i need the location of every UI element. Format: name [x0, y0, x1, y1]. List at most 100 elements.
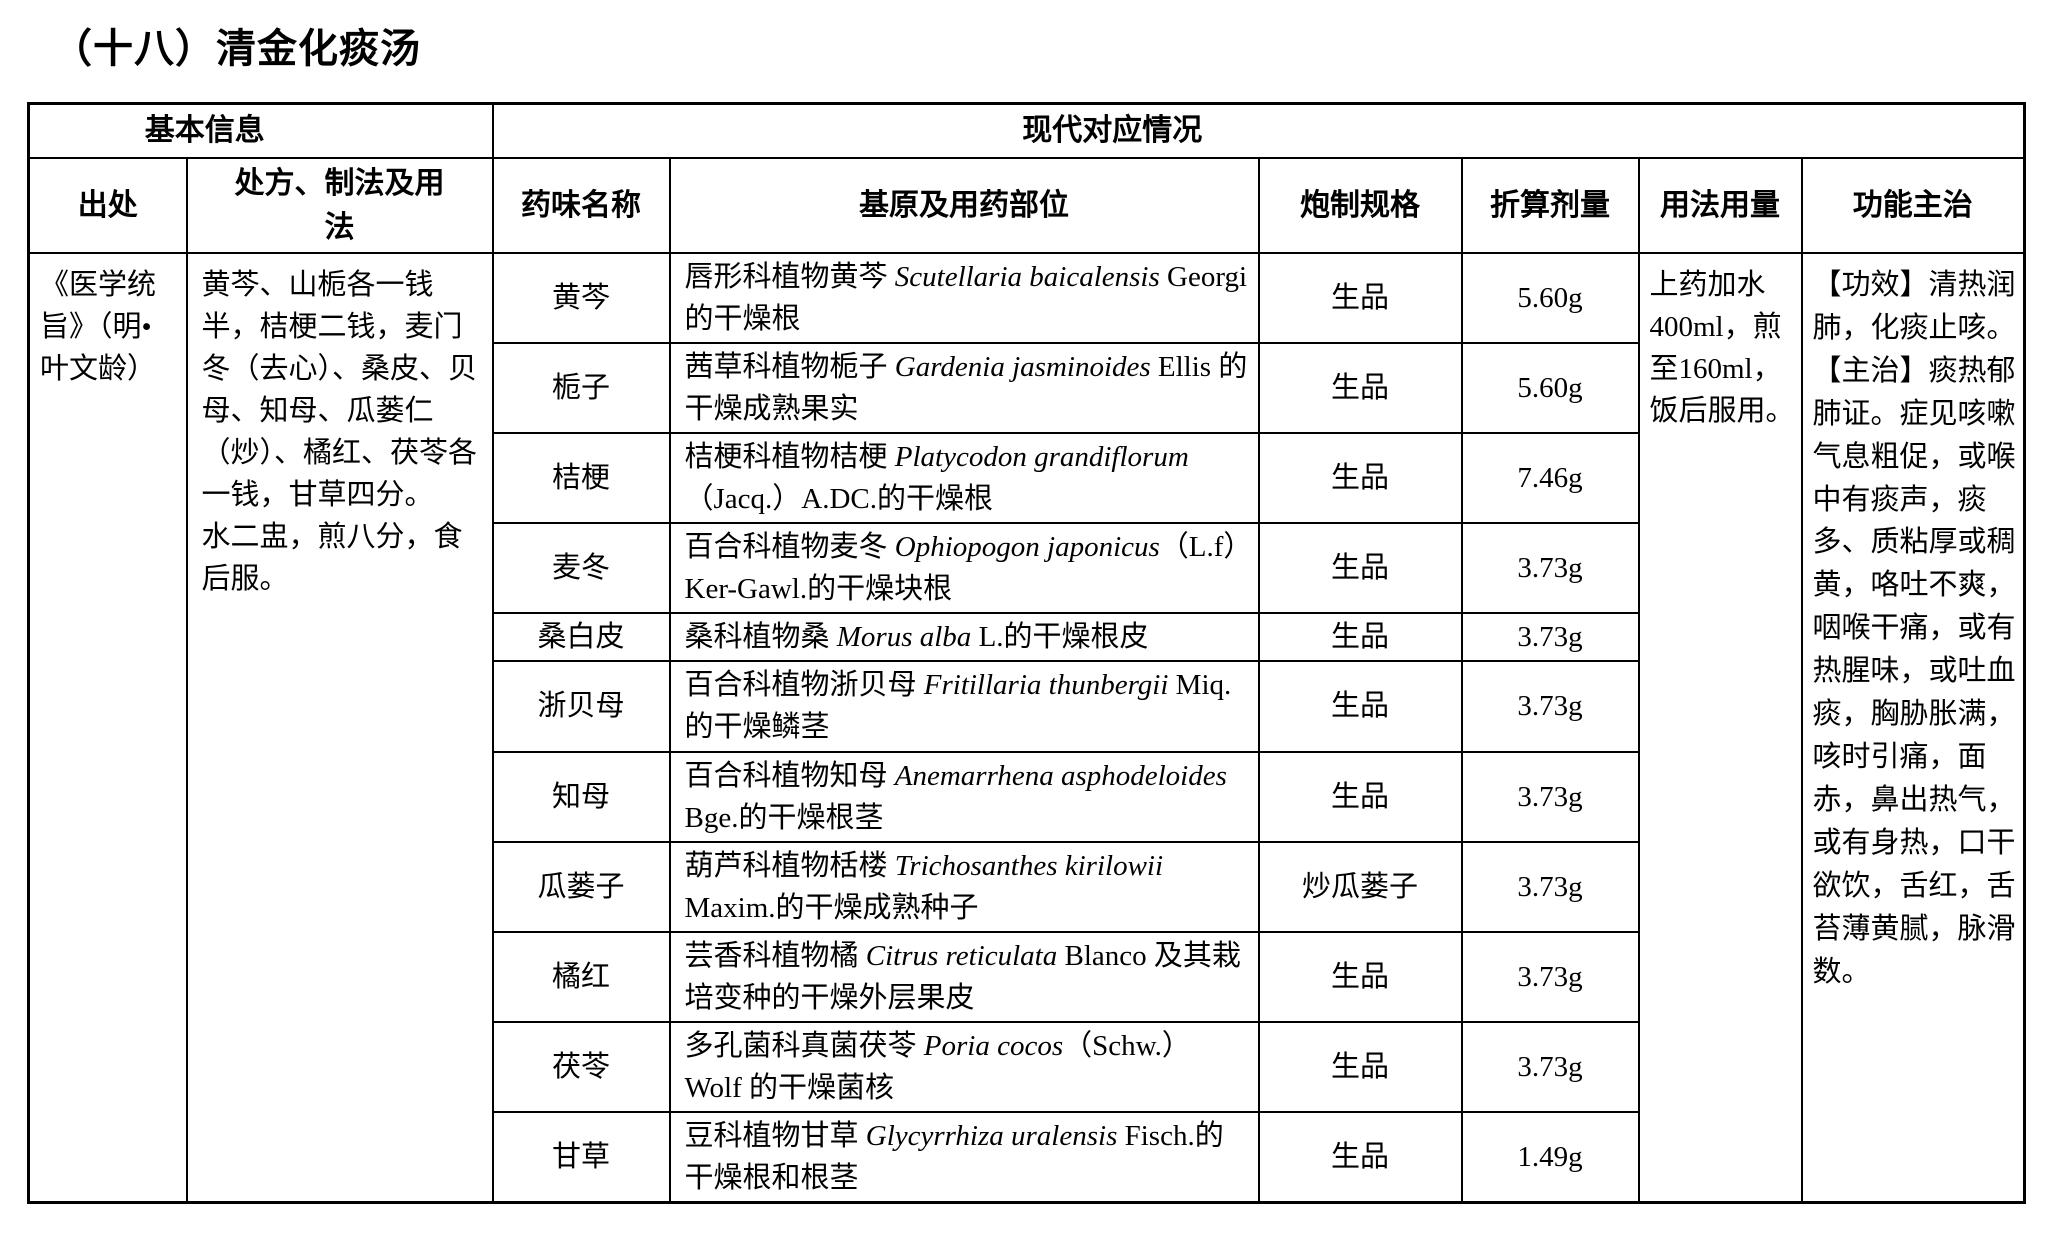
processing-spec-cell: 生品 [1257, 522, 1463, 615]
origin-text: 芸香科植物橘 [684, 939, 866, 972]
origin-text: Georgi 的干燥根 [684, 261, 1248, 336]
column-header-processing-spec: 炮制规格 [1257, 157, 1463, 254]
formula-table: 基本信息 现代对应情况 出处 处方、制法及用法 药味名称 基原及用药部位 炮制规… [27, 102, 2026, 1204]
herb-origin-cell: 百合科植物麦冬 Ophiopogon japonicus（L.f）Ker-Gaw… [668, 522, 1260, 615]
group-header-modern-correspondence: 现代对应情况 [491, 102, 2026, 159]
herb-origin-cell: 葫芦科植物栝楼 Trichosanthes kirilowii Maxim.的干… [668, 840, 1260, 933]
processing-spec-cell: 生品 [1257, 342, 1463, 435]
column-header-converted-dose: 折算剂量 [1460, 157, 1640, 254]
column-header-label: 药味名称 [521, 188, 641, 222]
latin-botanical-name: Poria cocos [923, 1029, 1064, 1062]
herb-name-cell: 知母 [491, 750, 671, 843]
herb-origin-cell: 芸香科植物橘 Citrus reticulata Blanco 及其栽培变种的干… [668, 930, 1260, 1023]
origin-text: Ellis 的干燥成熟果实 [684, 351, 1248, 426]
origin-text: 唇形科植物黄芩 [684, 261, 895, 293]
herb-origin-cell: 唇形科植物黄芩 Scutellaria baicalensis Georgi 的… [668, 251, 1260, 345]
prescription-line: 黄芩、山栀各一钱半，桔梗二钱，麦门冬（去心）、桑皮、贝母、知母、瓜蒌仁（炒）、橘… [201, 269, 478, 512]
origin-text: （Schw.）Wolf 的干燥菌核 [684, 1029, 1191, 1104]
processing-spec-cell: 生品 [1257, 660, 1463, 753]
efficacy-cell: 【功效】清热润肺，化痰止咳。【主治】痰热郁肺证。症见咳嗽气息粗促，或喉中有痰声，… [1800, 251, 2026, 1204]
origin-text: Blanco 及其栽培变种的干燥外层果皮 [684, 939, 1241, 1014]
origin-text: 百合科植物浙贝母 [684, 669, 924, 702]
column-header-usage: 用法用量 [1637, 157, 1803, 254]
latin-botanical-name: Platycodon grandiflorum [894, 441, 1189, 474]
herb-origin-cell: 多孔菌科真菌茯苓 Poria cocos（Schw.）Wolf 的干燥菌核 [668, 1020, 1260, 1113]
herb-name-cell: 茯苓 [491, 1020, 671, 1113]
processing-spec-cell: 生品 [1257, 251, 1463, 345]
herb-name-cell: 黄芩 [491, 251, 671, 345]
herb-name-cell: 瓜蒌子 [491, 840, 671, 933]
herb-name-cell: 栀子 [491, 342, 671, 435]
column-header-label: 用法用量 [1660, 188, 1780, 222]
processing-spec-cell: 生品 [1257, 750, 1463, 843]
origin-text: Maxim.的干燥成熟种子 [684, 891, 979, 924]
origin-text: 茜草科植物栀子 [684, 351, 895, 384]
converted-dose-cell: 7.46g [1460, 432, 1640, 525]
herb-row: 栀子 茜草科植物栀子 Gardenia jasminoides Ellis 的干燥… [29, 342, 2025, 435]
processing-spec-cell: 生品 [1257, 1020, 1463, 1113]
herb-name-cell: 甘草 [491, 1110, 671, 1204]
origin-text: 桑科植物桑 [684, 621, 837, 654]
latin-botanical-name: Citrus reticulata [865, 939, 1058, 972]
processing-spec-cell: 炒瓜蒌子 [1257, 840, 1463, 933]
origin-text: Bge.的干燥根茎 [684, 801, 884, 834]
column-header-label: 折算剂量 [1490, 188, 1610, 222]
converted-dose-cell: 3.73g [1460, 612, 1640, 663]
column-header-label: 炮制规格 [1300, 188, 1420, 222]
group-header-row: 基本信息 现代对应情况 [27, 102, 2026, 159]
origin-text: （L.f）Ker-Gawl.的干燥块根 [684, 531, 1238, 606]
latin-botanical-name: Trichosanthes kirilowii [894, 849, 1164, 882]
processing-spec-cell: 生品 [1257, 930, 1463, 1023]
herb-origin-cell: 茜草科植物栀子 Gardenia jasminoides Ellis 的干燥成熟… [668, 342, 1260, 435]
herb-name-cell: 桑白皮 [491, 612, 671, 663]
latin-botanical-name: Morus alba [836, 621, 972, 654]
converted-dose-cell: 5.60g [1460, 251, 1640, 345]
efficacy-line: 【主治】痰热郁肺证。症见咳嗽气息粗促，或喉中有痰声，痰多、质粘厚或稠黄，咯吐不爽… [1812, 354, 2016, 988]
origin-text: 桔梗科植物桔梗 [684, 441, 895, 474]
converted-dose-cell: 3.73g [1460, 1020, 1640, 1113]
herb-row: 知母 百合科植物知母 Anemarrhena asphodeloides Bge.… [29, 750, 2025, 843]
herb-origin-cell: 桔梗科植物桔梗 Platycodon grandiflorum （Jacq.）A.… [668, 432, 1260, 525]
processing-spec-cell: 生品 [1257, 612, 1463, 663]
column-header-label: 功能主治 [1852, 188, 1973, 222]
herb-origin-cell: 百合科植物知母 Anemarrhena asphodeloides Bge.的干… [668, 750, 1260, 843]
converted-dose-cell: 3.73g [1460, 930, 1640, 1023]
herb-row: 桔梗 桔梗科植物桔梗 Platycodon grandiflorum （Jacq.）… [29, 432, 2025, 525]
converted-dose-cell: 5.60g [1460, 342, 1640, 435]
column-header-label: 基原及用药部位 [859, 188, 1069, 222]
efficacy-line: 【功效】清热润肺，化痰止咳。 [1812, 269, 2016, 344]
origin-text: 百合科植物麦冬 [684, 531, 895, 564]
converted-dose-cell: 3.73g [1460, 522, 1640, 615]
column-header-prescription: 处方、制法及用法 [185, 157, 494, 254]
herb-row: 桑白皮 桑科植物桑 Morus alba L.的干燥根皮 生品 3.73g [29, 612, 2025, 663]
latin-botanical-name: Ophiopogon japonicus [894, 531, 1160, 564]
latin-botanical-name: Fritillaria thunbergii [923, 669, 1169, 702]
herb-row: 瓜蒌子 葫芦科植物栝楼 Trichosanthes kirilowii Maxim… [29, 840, 2025, 933]
origin-text: Miq.的干燥鳞茎 [684, 669, 1232, 744]
herb-row: 甘草 豆科植物甘草 Glycyrrhiza uralensis Fisch.的干燥… [29, 1110, 2025, 1204]
herb-name-cell: 桔梗 [491, 432, 671, 525]
processing-spec-cell: 生品 [1257, 432, 1463, 525]
herb-name-cell: 麦冬 [491, 522, 671, 615]
herb-origin-cell: 百合科植物浙贝母 Fritillaria thunbergii Miq.的干燥鳞… [668, 660, 1260, 753]
latin-botanical-name: Gardenia jasminoides [894, 351, 1151, 384]
converted-dose-cell: 3.73g [1460, 660, 1640, 753]
herb-rows: 《医学统旨》（明•叶文龄） 黄芩、山栀各一钱半，桔梗二钱，麦门冬（去心）、桑皮、贝… [27, 251, 2026, 1204]
latin-botanical-name: Scutellaria baicalensis [894, 261, 1160, 293]
column-header-row: 出处 处方、制法及用法 药味名称 基原及用药部位 炮制规格 折算剂量 用法用量 … [27, 157, 2026, 254]
latin-botanical-name: Anemarrhena asphodeloides [894, 759, 1227, 792]
herb-row: 浙贝母 百合科植物浙贝母 Fritillaria thunbergii Miq.的… [29, 660, 2025, 753]
converted-dose-cell: 1.49g [1460, 1110, 1640, 1204]
column-header-herb-name: 药味名称 [491, 157, 671, 254]
source-cell: 《医学统旨》（明•叶文龄） [27, 251, 188, 1204]
herb-row: 《医学统旨》（明•叶文龄） 黄芩、山栀各一钱半，桔梗二钱，麦门冬（去心）、桑皮、贝… [27, 251, 2026, 1204]
latin-botanical-name: Glycyrrhiza uralensis [865, 1119, 1118, 1152]
page-title: （十八）清金化痰汤 [52, 26, 421, 71]
origin-text: Fisch.的干燥根和根茎 [684, 1119, 1224, 1194]
herb-origin-cell: 桑科植物桑 Morus alba L.的干燥根皮 [668, 612, 1260, 663]
herb-row: 茯苓 多孔菌科真菌茯苓 Poria cocos（Schw.）Wolf 的干燥菌核生… [29, 1020, 2025, 1113]
herb-name-cell: 浙贝母 [491, 660, 671, 753]
column-header-source: 出处 [27, 157, 188, 254]
herb-origin-cell: 豆科植物甘草 Glycyrrhiza uralensis Fisch.的干燥根和… [668, 1110, 1260, 1204]
column-header-origin: 基原及用药部位 [668, 157, 1260, 254]
